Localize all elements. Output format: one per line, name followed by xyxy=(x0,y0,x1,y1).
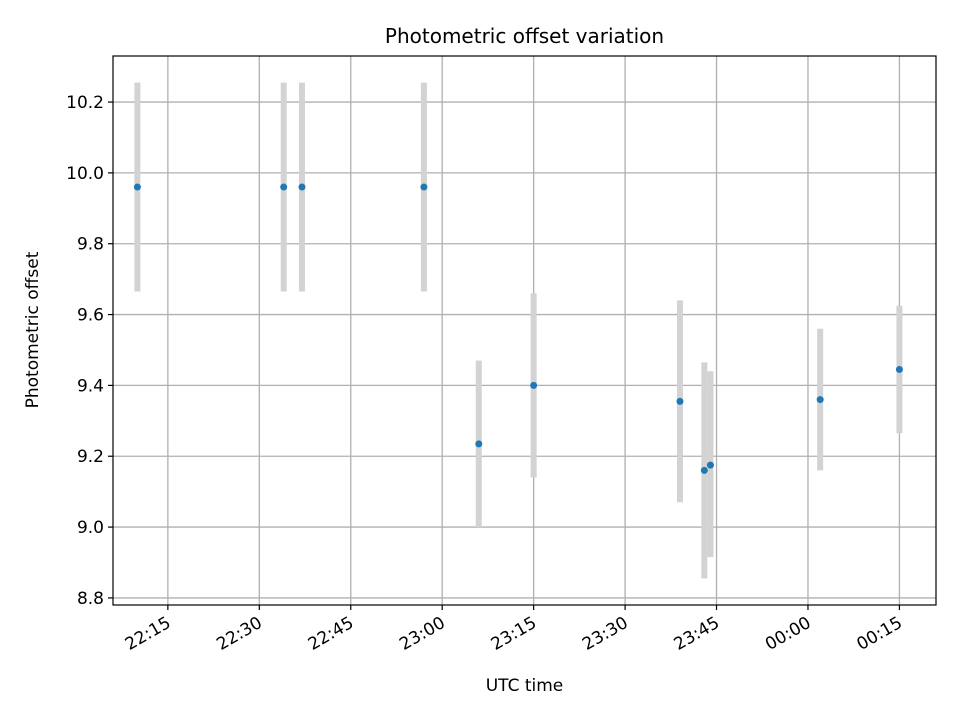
data-point xyxy=(530,381,538,389)
data-point xyxy=(700,466,708,474)
grid xyxy=(113,56,936,605)
chart-title: Photometric offset variation xyxy=(385,24,664,48)
x-axis: 22:15 22:30 22:45 23:00 23:15 23:30 23:45 00:00… xyxy=(122,605,906,655)
x-tick-label: 23:15 xyxy=(488,613,540,655)
x-tick-label: 22:45 xyxy=(305,613,357,655)
y-tick-label: 8.8 xyxy=(77,589,104,609)
y-tick-label: 9.8 xyxy=(77,235,104,255)
y-tick-label: 9.6 xyxy=(77,306,104,326)
y-tick-label: 9.0 xyxy=(77,518,104,538)
error-bars xyxy=(134,82,903,579)
x-tick-label: 22:15 xyxy=(122,613,174,655)
y-tick-label: 9.4 xyxy=(77,376,104,396)
x-tick-label: 23:00 xyxy=(396,613,448,655)
data-point xyxy=(816,396,824,404)
data-point xyxy=(676,397,684,405)
x-tick-label: 22:30 xyxy=(213,613,265,655)
x-tick-label: 23:30 xyxy=(579,613,631,655)
data-point xyxy=(420,183,428,191)
data-points xyxy=(133,183,903,474)
x-tick-label: 00:15 xyxy=(853,613,905,655)
y-axis: 8.8 9.0 9.2 9.4 9.6 9.8 10.0 10.2 xyxy=(66,93,113,609)
y-tick-label: 10.2 xyxy=(66,93,104,113)
data-point xyxy=(475,440,483,448)
data-point xyxy=(706,461,714,469)
data-point xyxy=(895,365,903,373)
x-tick-label: 00:00 xyxy=(762,613,814,655)
y-tick-label: 10.0 xyxy=(66,164,104,184)
data-point xyxy=(298,183,306,191)
plot-frame xyxy=(112,55,937,606)
x-tick-label: 23:45 xyxy=(671,613,723,655)
data-point xyxy=(133,183,141,191)
data-point xyxy=(280,183,288,191)
x-axis-label: UTC time xyxy=(486,676,564,696)
y-axis-label: Photometric offset xyxy=(23,251,43,408)
y-tick-label: 9.2 xyxy=(77,447,104,467)
